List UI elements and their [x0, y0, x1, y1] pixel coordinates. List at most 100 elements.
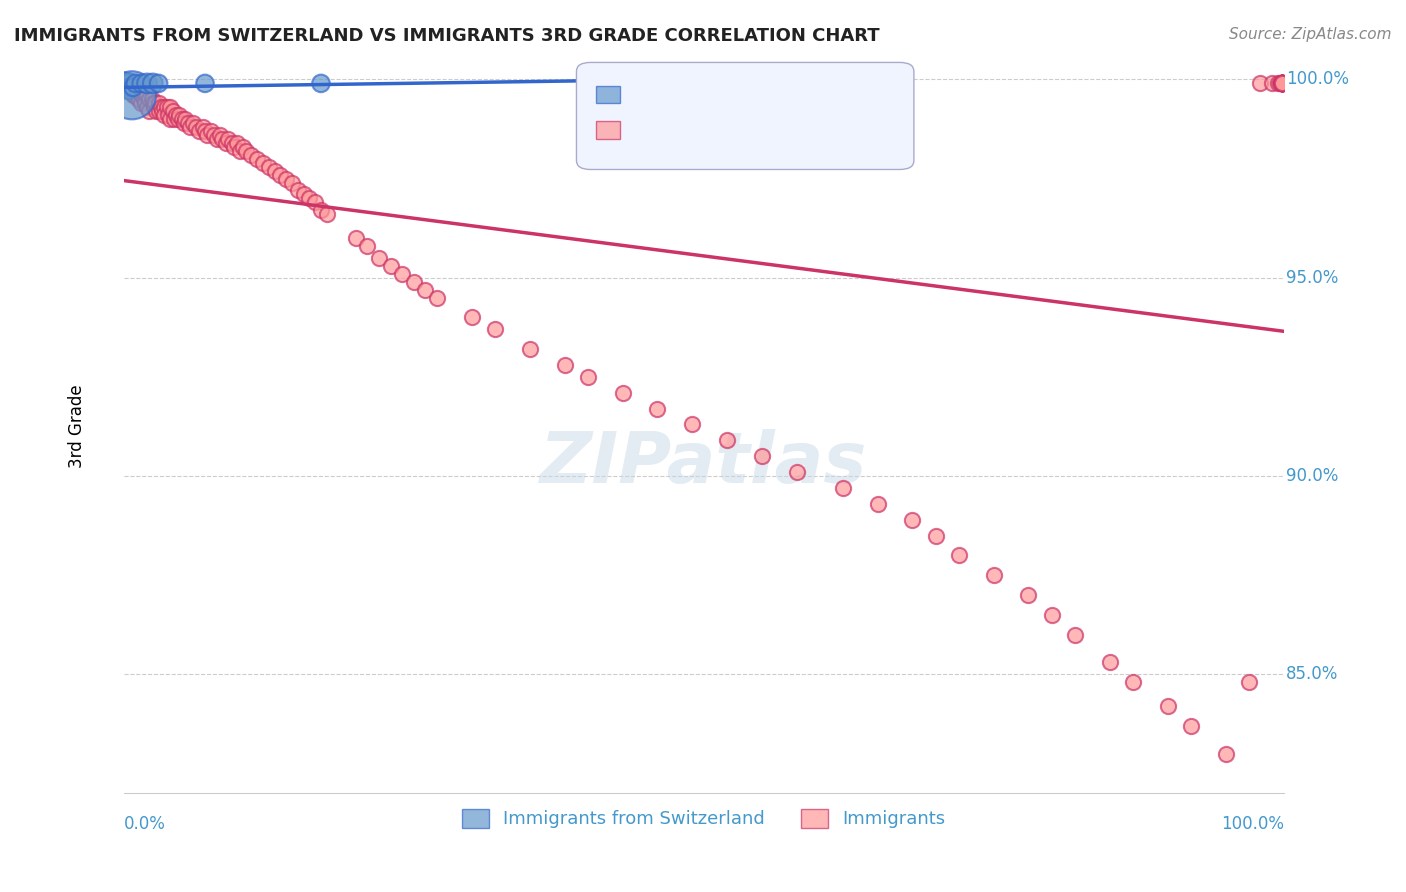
Point	[122, 80, 145, 95]
Point	[114, 76, 136, 90]
Point	[1271, 76, 1294, 90]
Point	[315, 207, 337, 221]
Point	[221, 136, 243, 150]
Point	[148, 104, 170, 119]
Point	[120, 76, 142, 90]
Point	[132, 92, 155, 106]
Point	[150, 104, 173, 119]
Point	[287, 184, 309, 198]
Point	[122, 88, 145, 103]
Point	[681, 417, 703, 432]
Point	[554, 358, 576, 372]
Point	[131, 88, 153, 103]
Point	[1271, 76, 1294, 90]
Point	[391, 267, 413, 281]
Point	[1271, 76, 1294, 90]
Point	[215, 136, 238, 150]
Point	[1271, 76, 1294, 90]
Point	[194, 124, 217, 138]
Point	[128, 84, 150, 98]
Point	[117, 84, 139, 98]
Point	[232, 140, 254, 154]
Point	[368, 251, 391, 265]
Point	[153, 100, 176, 114]
Point	[117, 84, 139, 98]
Point	[117, 76, 139, 90]
Text: 95.0%: 95.0%	[1286, 268, 1339, 286]
Point	[143, 100, 166, 114]
Point	[136, 100, 159, 114]
Point	[115, 76, 138, 90]
Point	[1271, 76, 1294, 90]
Point	[159, 112, 181, 127]
Point	[211, 132, 233, 146]
Point	[124, 76, 146, 90]
Point	[136, 76, 159, 90]
Point	[121, 84, 143, 98]
Point	[191, 120, 214, 134]
Point	[115, 80, 138, 95]
Text: R = -0.447   N = 160: R = -0.447 N = 160	[605, 120, 778, 138]
Point	[209, 128, 232, 142]
Point	[1271, 76, 1294, 90]
Point	[269, 168, 291, 182]
Point	[263, 163, 285, 178]
Point	[165, 108, 187, 122]
Text: 3rd Grade: 3rd Grade	[69, 384, 86, 468]
Point	[115, 76, 138, 90]
Point	[292, 187, 315, 202]
Point	[1017, 588, 1039, 602]
Point	[1271, 76, 1294, 90]
Text: 0.0%: 0.0%	[124, 815, 166, 833]
Point	[1271, 76, 1294, 90]
Point	[1261, 76, 1284, 90]
Point	[751, 449, 773, 463]
Point	[1271, 76, 1294, 90]
Point	[156, 100, 179, 114]
Point	[153, 108, 176, 122]
Point	[1271, 76, 1294, 90]
Point	[1271, 76, 1294, 90]
Point	[281, 176, 304, 190]
Point	[136, 88, 159, 103]
Point	[162, 104, 184, 119]
Point	[200, 124, 222, 138]
Point	[148, 76, 170, 90]
Point	[948, 549, 970, 563]
Point	[901, 513, 924, 527]
Point	[380, 259, 402, 273]
Point	[118, 80, 141, 95]
Point	[1271, 76, 1294, 90]
Text: 100.0%: 100.0%	[1286, 70, 1348, 88]
Point	[121, 80, 143, 95]
Point	[1271, 76, 1294, 90]
Point	[145, 104, 167, 119]
Point	[1271, 76, 1294, 90]
Point	[1271, 76, 1294, 90]
Point	[179, 120, 201, 134]
Point	[1156, 699, 1178, 714]
Point	[298, 191, 321, 205]
Text: 85.0%: 85.0%	[1286, 665, 1339, 683]
Point	[169, 108, 191, 122]
Point	[138, 104, 160, 119]
Point	[159, 100, 181, 114]
Point	[1271, 76, 1294, 90]
Point	[184, 120, 207, 134]
Point	[174, 112, 197, 127]
Point	[832, 481, 855, 495]
Point	[226, 136, 249, 150]
Point	[115, 80, 138, 95]
Point	[240, 148, 263, 162]
Point	[205, 132, 228, 146]
Point	[1271, 76, 1294, 90]
Point	[134, 88, 156, 103]
Point	[134, 96, 156, 111]
Point	[1271, 76, 1294, 90]
Point	[183, 116, 205, 130]
Point	[122, 80, 145, 95]
Point	[1271, 76, 1294, 90]
Point	[751, 76, 773, 90]
Point	[122, 88, 145, 103]
Point	[1122, 675, 1144, 690]
